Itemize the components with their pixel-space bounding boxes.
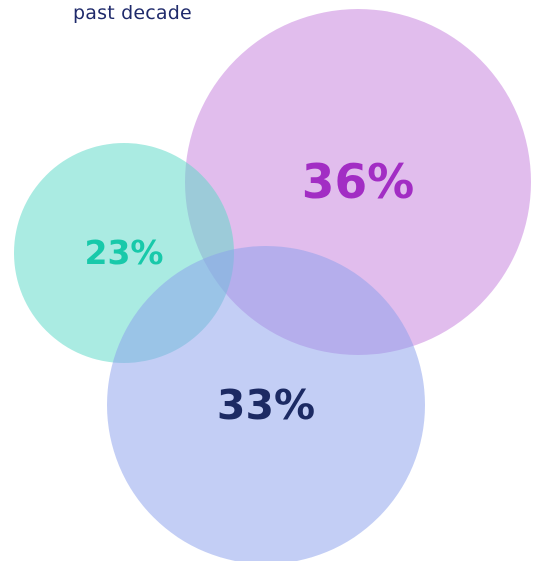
bubble-23-label: 23%: [85, 233, 164, 272]
bubble-33: [107, 246, 425, 561]
chart-caption: past decade: [73, 2, 192, 24]
bubble-36-label: 36%: [302, 155, 415, 210]
bubble-33-label: 33%: [217, 381, 315, 429]
